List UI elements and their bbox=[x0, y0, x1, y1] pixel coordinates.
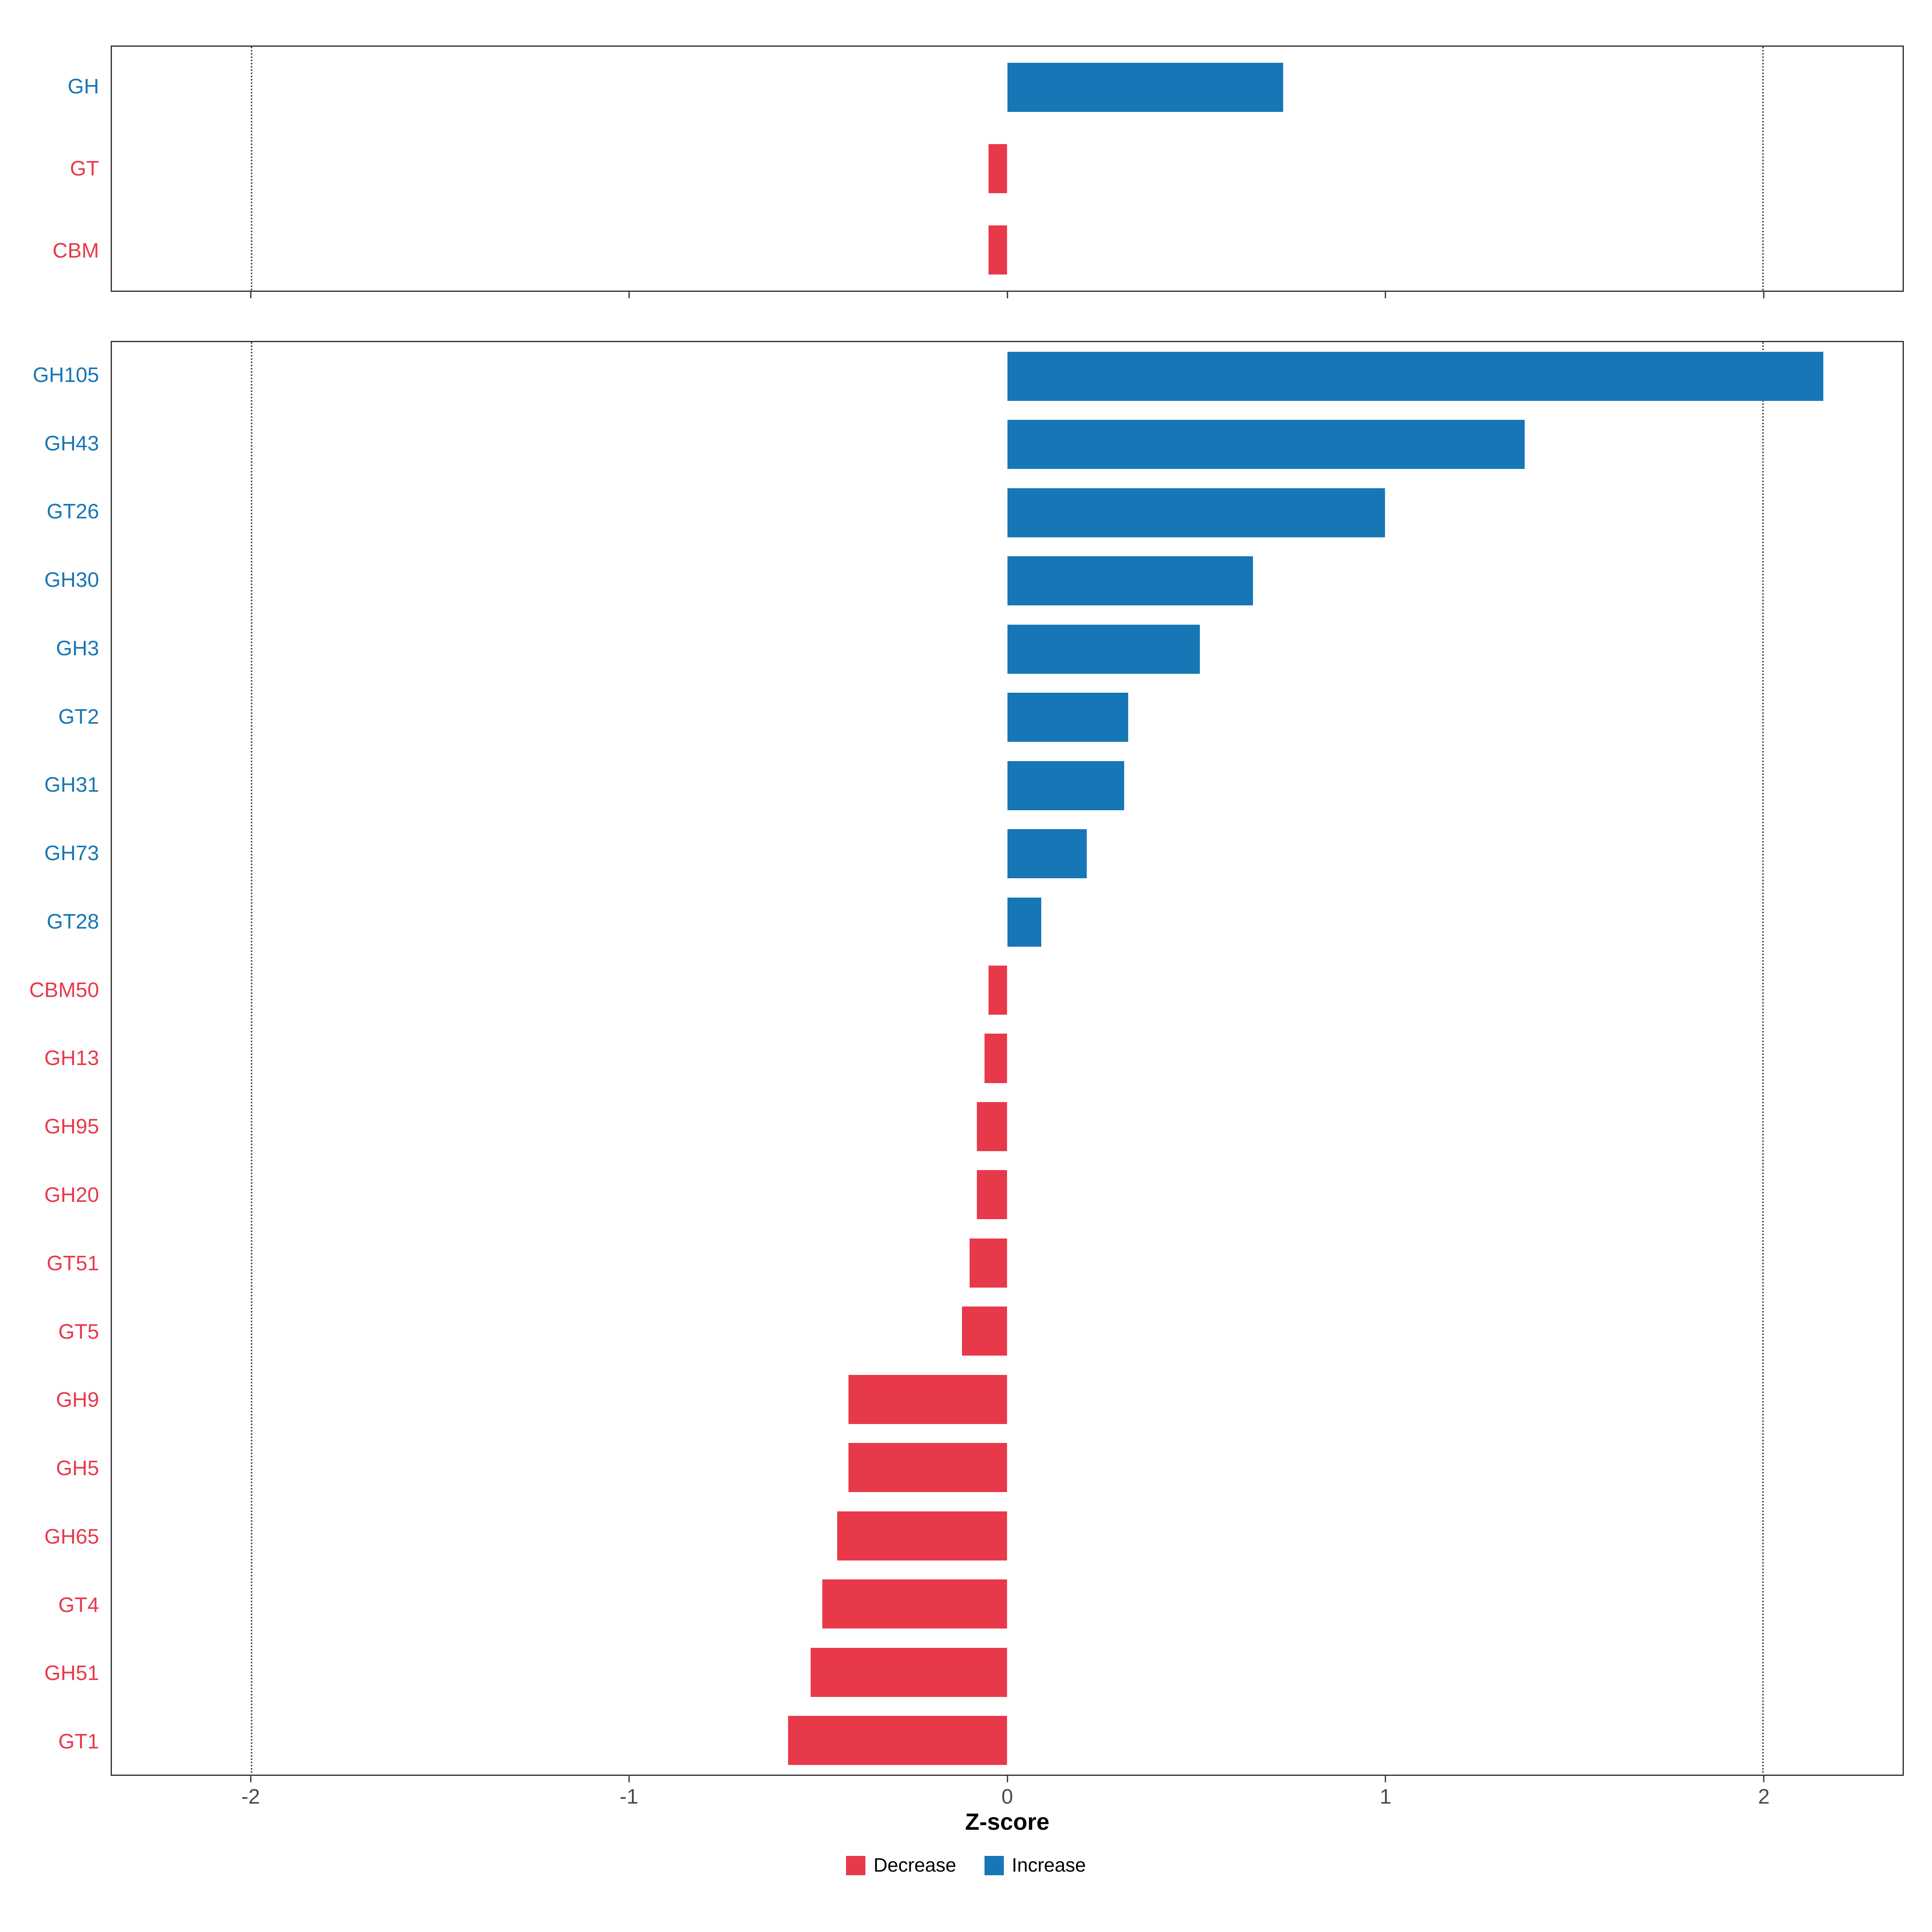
category-label-GT: GT bbox=[70, 157, 99, 180]
axis-tick-mark bbox=[628, 292, 630, 298]
category-label-GH9: GH9 bbox=[56, 1388, 99, 1412]
category-label-GT5: GT5 bbox=[58, 1320, 99, 1344]
category-label-GH3: GH3 bbox=[56, 636, 99, 660]
bar-GH51 bbox=[811, 1647, 1007, 1697]
category-label-GH95: GH95 bbox=[44, 1115, 99, 1139]
bar-GH20 bbox=[977, 1170, 1007, 1220]
category-label-GH51: GH51 bbox=[44, 1662, 99, 1685]
axis-tick-mark bbox=[1007, 1776, 1008, 1782]
category-label-GT4: GT4 bbox=[58, 1593, 99, 1617]
bar-CBM50 bbox=[988, 966, 1007, 1015]
category-label-CBM: CBM bbox=[52, 239, 99, 262]
legend-label: Increase bbox=[1011, 1855, 1086, 1876]
bar-GT4 bbox=[822, 1579, 1007, 1629]
legend-swatch-increase bbox=[984, 1856, 1004, 1875]
category-label-GT2: GT2 bbox=[58, 705, 99, 729]
bar-GT5 bbox=[962, 1307, 1007, 1356]
bar-GH31 bbox=[1007, 761, 1125, 810]
category-label-GH30: GH30 bbox=[44, 568, 99, 592]
axis-tick-mark bbox=[1007, 292, 1008, 298]
legend-item-decrease: Decrease bbox=[846, 1856, 956, 1875]
bar-GH95 bbox=[977, 1102, 1007, 1151]
category-label-GH13: GH13 bbox=[44, 1046, 99, 1070]
bar-GH9 bbox=[848, 1375, 1007, 1424]
x-axis-tick-label: -1 bbox=[619, 1785, 638, 1808]
bar-GH43 bbox=[1007, 420, 1525, 469]
bar-GT1 bbox=[788, 1716, 1007, 1765]
category-label-GT26: GT26 bbox=[46, 500, 99, 524]
legend: Decrease Increase bbox=[0, 1856, 1932, 1875]
panel-bottom-axis-ticks bbox=[111, 1776, 1904, 1783]
axis-tick-mark bbox=[250, 292, 252, 298]
bar-GH65 bbox=[837, 1511, 1007, 1560]
bar-GT28 bbox=[1007, 897, 1041, 947]
category-label-GH73: GH73 bbox=[44, 842, 99, 865]
axis-tick-mark bbox=[1763, 1776, 1765, 1782]
category-label-GH5: GH5 bbox=[56, 1457, 99, 1480]
category-label-GH65: GH65 bbox=[44, 1525, 99, 1548]
bar-GH bbox=[1007, 63, 1283, 112]
bar-GT26 bbox=[1007, 488, 1385, 537]
category-label-GH43: GH43 bbox=[44, 431, 99, 455]
axis-tick-mark bbox=[1385, 292, 1386, 298]
panel-bottom-families: GH105 GH43 GT26 GH30 GH3 GT2 GH31 GH73 GT28 CBM50… bbox=[12, 341, 1904, 1782]
legend-item-increase: Increase bbox=[984, 1855, 1086, 1876]
bar-GH3 bbox=[1007, 624, 1200, 674]
bar-GH73 bbox=[1007, 829, 1087, 879]
bar-GH105 bbox=[1007, 351, 1823, 401]
panel-top-category-labels: GH GT CBM bbox=[12, 45, 105, 292]
x-axis-tick-label: 0 bbox=[1001, 1785, 1013, 1808]
panel-bottom-category-labels: GH105 GH43 GT26 GH30 GH3 GT2 GH31 GH73 GT28 CBM50… bbox=[12, 341, 105, 1776]
x-axis-tick-label: 1 bbox=[1379, 1785, 1391, 1808]
category-label-GT28: GT28 bbox=[46, 910, 99, 933]
legend-swatch-decrease bbox=[846, 1856, 866, 1875]
category-label-GH: GH bbox=[68, 75, 99, 98]
x-axis-title: Z-score bbox=[965, 1809, 1050, 1835]
axis-tick-mark bbox=[1763, 292, 1765, 298]
reference-line bbox=[1762, 342, 1764, 1775]
bar-GT bbox=[988, 144, 1007, 193]
x-axis-tick-labels: -2 -1 0 1 2 bbox=[111, 1776, 1904, 1808]
reference-line bbox=[1762, 47, 1764, 291]
legend-label: Decrease bbox=[873, 1855, 956, 1876]
x-axis-tick-label: -2 bbox=[241, 1785, 260, 1808]
bar-GT51 bbox=[969, 1238, 1007, 1288]
reference-line bbox=[251, 342, 253, 1775]
axis-tick-mark bbox=[1385, 1776, 1386, 1782]
category-label-GT51: GT51 bbox=[46, 1251, 99, 1275]
bar-GH30 bbox=[1007, 556, 1253, 606]
axis-tick-mark bbox=[250, 1776, 252, 1782]
bar-GT2 bbox=[1007, 693, 1128, 742]
bar-CBM bbox=[988, 225, 1007, 275]
panel-top-categories: GH GT CBM bbox=[12, 45, 1904, 298]
bar-GH13 bbox=[985, 1034, 1007, 1083]
category-label-GT1: GT1 bbox=[58, 1730, 99, 1754]
bar-GH5 bbox=[848, 1443, 1007, 1492]
reference-line bbox=[251, 47, 253, 291]
category-label-GH31: GH31 bbox=[44, 773, 99, 797]
panel-top-axis-ticks bbox=[111, 292, 1904, 299]
axis-tick-mark bbox=[628, 1776, 630, 1782]
panel-top-plot-area bbox=[111, 45, 1904, 292]
category-label-GH105: GH105 bbox=[33, 363, 99, 387]
x-axis-tick-label: 2 bbox=[1758, 1785, 1770, 1808]
panel-bottom-plot-area bbox=[111, 341, 1904, 1776]
category-label-GH20: GH20 bbox=[44, 1183, 99, 1207]
category-label-CBM50: CBM50 bbox=[29, 978, 99, 1002]
